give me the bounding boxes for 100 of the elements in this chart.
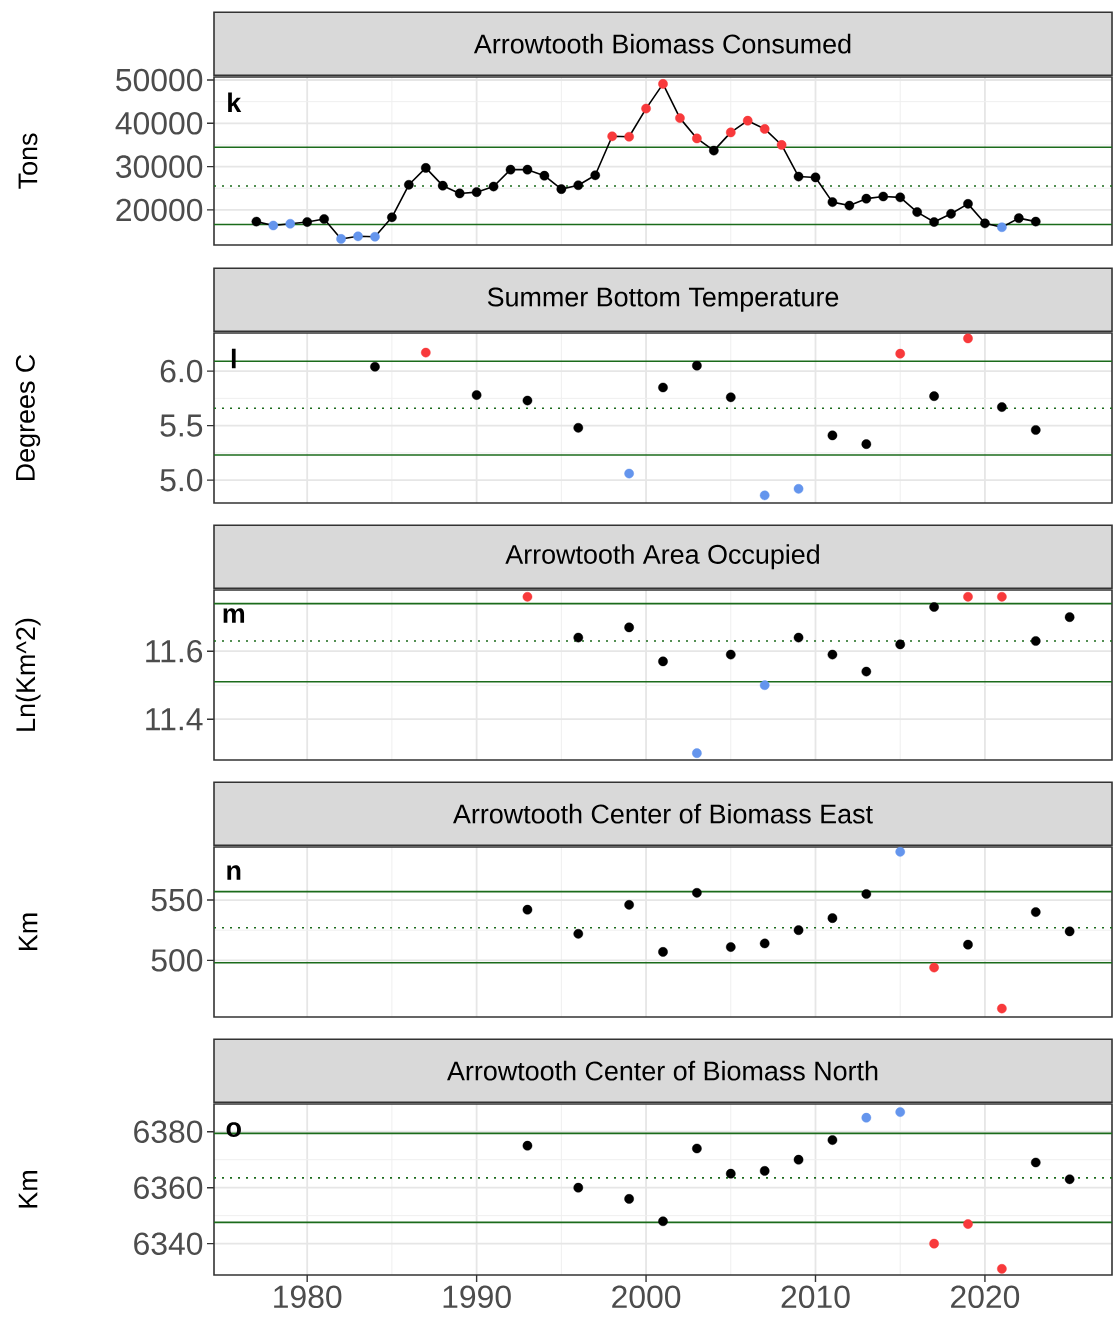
- point: [319, 214, 329, 224]
- point: [878, 191, 889, 202]
- point: [997, 1003, 1007, 1014]
- point: [861, 193, 872, 204]
- point: [827, 913, 838, 923]
- y-tick-label: 11.6: [146, 639, 203, 663]
- chart-title: Arrowtooth Center of Biomass North: [447, 1060, 878, 1081]
- point: [895, 1107, 906, 1117]
- y-tick-label: 6380: [134, 1120, 203, 1143]
- y-axis-title: Ln(Km^2): [15, 618, 41, 731]
- point: [929, 602, 939, 612]
- point: [573, 632, 584, 643]
- point: [692, 360, 702, 371]
- chart-title: Arrowtooth Area Occupied: [505, 544, 819, 570]
- point: [827, 430, 838, 441]
- point: [997, 222, 1007, 233]
- point: [997, 402, 1007, 412]
- annotation: k: [228, 92, 242, 112]
- point: [251, 216, 262, 227]
- point: [658, 947, 668, 957]
- x-tick-label: 2010: [781, 1285, 850, 1309]
- point: [895, 348, 906, 359]
- point: [725, 942, 736, 952]
- point: [827, 197, 838, 207]
- point: [641, 103, 651, 114]
- point: [268, 220, 279, 231]
- point: [522, 592, 533, 602]
- point: [827, 1135, 838, 1145]
- point: [963, 939, 973, 950]
- point: [997, 1264, 1007, 1274]
- point: [590, 170, 601, 181]
- point: [793, 632, 804, 643]
- point: [573, 1182, 584, 1193]
- point: [709, 145, 719, 156]
- point: [1064, 612, 1075, 622]
- point: [404, 180, 414, 190]
- point: [793, 1154, 804, 1165]
- point: [556, 184, 567, 194]
- annotation: m: [223, 608, 245, 623]
- point: [624, 468, 634, 479]
- point: [437, 180, 448, 191]
- point: [692, 748, 702, 758]
- point: [793, 925, 804, 935]
- point: [573, 929, 584, 939]
- y-tick-label: 40000: [115, 112, 203, 135]
- point: [692, 133, 702, 144]
- point: [1030, 1157, 1041, 1168]
- point: [759, 490, 770, 501]
- point: [929, 1238, 939, 1249]
- x-tick-label: 2000: [612, 1285, 681, 1309]
- chart-title: Summer Bottom Temperature: [487, 287, 839, 312]
- y-tick-label: 11.4: [146, 708, 203, 731]
- point: [912, 207, 922, 217]
- point: [692, 1143, 702, 1154]
- point: [895, 847, 906, 857]
- point: [1030, 425, 1041, 435]
- point: [471, 187, 482, 197]
- point: [793, 484, 804, 494]
- point: [759, 680, 770, 690]
- point: [285, 218, 296, 229]
- y-axis-title: Tons: [18, 133, 38, 189]
- point: [675, 113, 685, 123]
- point: [658, 382, 668, 393]
- point: [929, 962, 939, 973]
- point: [844, 200, 855, 211]
- annotation: l: [231, 348, 236, 369]
- point: [573, 180, 584, 191]
- point: [624, 622, 634, 633]
- y-axis-title: Degrees C: [15, 354, 41, 481]
- point: [1030, 636, 1041, 646]
- point: [759, 938, 770, 949]
- y-tick-label: 6340: [134, 1232, 203, 1255]
- y-tick-label: 550: [151, 888, 203, 912]
- point: [776, 140, 787, 150]
- point: [861, 1112, 872, 1123]
- point: [370, 231, 380, 242]
- point: [810, 172, 821, 183]
- point: [624, 1194, 634, 1204]
- chart-title: Arrowtooth Center of Biomass East: [453, 803, 873, 824]
- y-tick-label: 50000: [116, 68, 203, 92]
- point: [522, 164, 533, 175]
- point: [725, 649, 736, 660]
- point: [1030, 216, 1041, 227]
- point: [370, 361, 380, 372]
- point: [522, 904, 533, 915]
- point: [505, 164, 516, 175]
- point: [1064, 926, 1075, 937]
- point: [692, 888, 702, 898]
- point: [827, 649, 838, 660]
- point: [1064, 1174, 1075, 1185]
- point: [488, 181, 499, 192]
- point: [759, 1166, 770, 1176]
- point: [658, 1216, 668, 1227]
- point: [302, 217, 312, 227]
- point: [573, 423, 584, 433]
- point: [539, 170, 550, 181]
- point: [742, 115, 753, 126]
- x-tick-label: 1980: [274, 1285, 342, 1309]
- point: [624, 900, 634, 910]
- y-tick-label: 5.0: [160, 468, 203, 492]
